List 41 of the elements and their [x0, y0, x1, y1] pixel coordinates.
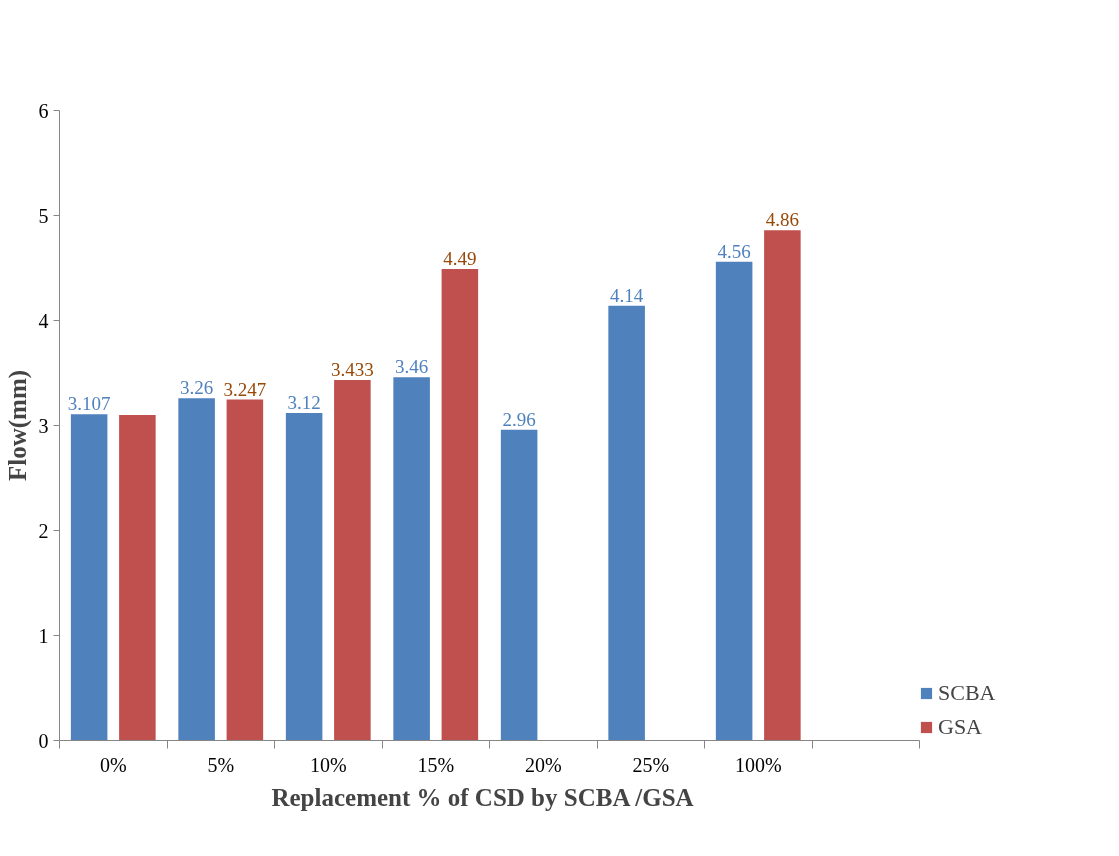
data-label: 3.26 — [180, 377, 214, 399]
x-tick-label: 20% — [524, 753, 562, 776]
bar — [393, 377, 430, 741]
data-label: 2.96 — [502, 408, 536, 430]
y-tick-label: 4 — [38, 309, 49, 332]
bar — [70, 414, 108, 741]
y-tick-label: 1 — [38, 624, 49, 647]
bar — [119, 415, 156, 741]
data-label: 4.49 — [443, 248, 477, 270]
data-label: 4.56 — [717, 240, 751, 262]
bar — [764, 230, 801, 741]
legend-label: GSA — [938, 714, 983, 740]
x-tick-label: 25% — [632, 753, 670, 776]
x-tick-label: 0% — [99, 753, 127, 776]
x-axis-title: Replacement % of CSD by SCBA /GSA — [271, 783, 694, 811]
data-label: 3.107 — [67, 393, 111, 415]
x-tick-label: 100% — [734, 753, 782, 776]
bar — [178, 398, 215, 741]
data-label: 3.46 — [395, 356, 429, 378]
bar — [285, 412, 323, 741]
legend-label: SCBA — [938, 680, 996, 706]
bar — [500, 429, 538, 741]
bar — [608, 305, 645, 741]
x-tick-label: 10% — [309, 753, 347, 776]
bar — [715, 261, 753, 741]
y-tick-label: 5 — [38, 204, 49, 227]
y-tick-label: 3 — [38, 414, 49, 437]
x-tick-label: 5% — [207, 753, 235, 776]
y-tick-label: 2 — [38, 519, 49, 542]
bar — [226, 399, 264, 741]
data-label: 3.12 — [287, 391, 321, 413]
y-axis-title: Flow(mm) — [3, 369, 32, 482]
x-tick-label: 15% — [417, 753, 455, 776]
y-tick-label: 0 — [38, 729, 49, 752]
data-label: 3.247 — [223, 378, 267, 400]
bar — [334, 380, 371, 741]
data-label: 4.86 — [765, 209, 799, 231]
data-label: 3.433 — [331, 359, 374, 381]
y-tick-label: 6 — [38, 99, 49, 122]
bar — [441, 269, 479, 741]
data-label: 4.14 — [610, 284, 644, 306]
